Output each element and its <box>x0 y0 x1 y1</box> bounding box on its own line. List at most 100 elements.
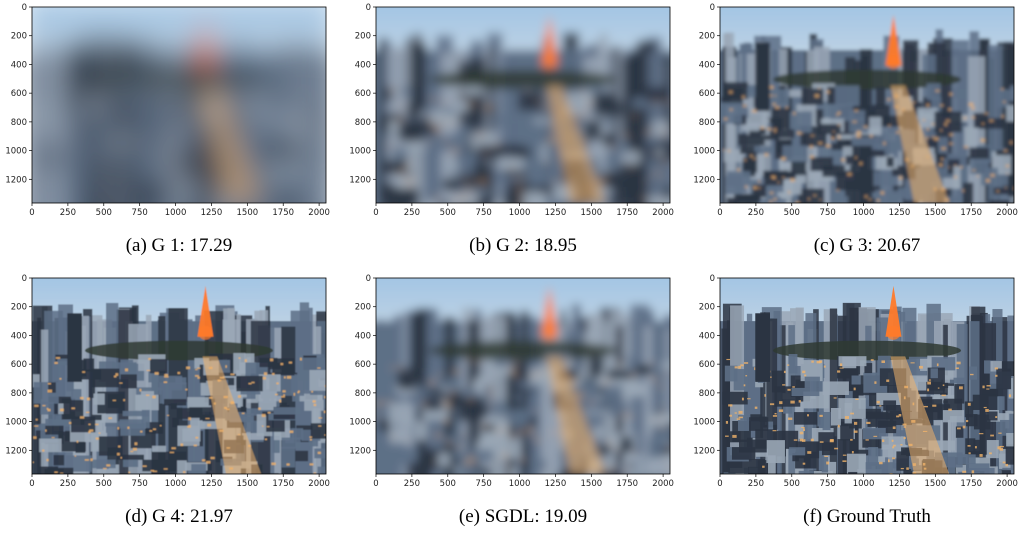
x-tick-label: 500 <box>440 479 456 489</box>
x-tick-label: 0 <box>717 208 722 218</box>
x-tick-label: 0 <box>29 208 34 218</box>
y-tick-label: 200 <box>11 303 27 313</box>
x-tick-label: 750 <box>820 479 836 489</box>
y-tick-label: 600 <box>355 89 371 99</box>
y-tick-label: 1200 <box>5 446 27 456</box>
x-tick-label: 1250 <box>889 479 911 489</box>
y-tick-label: 1200 <box>349 175 371 185</box>
x-tick-label: 250 <box>404 479 420 489</box>
x-tick-label: 1750 <box>616 208 638 218</box>
y-tick-label: 0 <box>710 3 715 13</box>
x-tick-label: 2000 <box>652 479 674 489</box>
x-tick-label: 1750 <box>272 208 294 218</box>
y-tick-label: 200 <box>355 303 371 313</box>
x-tick-label: 750 <box>476 479 492 489</box>
panel-d-caption: (d) G 4: 21.97 <box>125 506 233 527</box>
panel-a-caption: (a) G 1: 17.29 <box>125 235 233 256</box>
y-tick-label: 0 <box>366 274 371 284</box>
x-tick-label: 1000 <box>853 479 875 489</box>
x-tick-label: 1250 <box>201 479 223 489</box>
y-tick-label: 600 <box>699 360 715 370</box>
y-tick-label: 600 <box>11 360 27 370</box>
x-tick-label: 1500 <box>237 208 259 218</box>
y-tick-label: 1000 <box>693 418 715 428</box>
y-tick-label: 800 <box>699 389 715 399</box>
city-image <box>32 278 326 474</box>
x-tick-label: 500 <box>784 479 800 489</box>
x-tick-label: 1500 <box>237 479 259 489</box>
x-tick-label: 750 <box>820 208 836 218</box>
x-tick-label: 500 <box>96 208 112 218</box>
y-tick-label: 1200 <box>693 175 715 185</box>
x-tick-label: 2000 <box>308 479 330 489</box>
y-tick-label: 600 <box>699 89 715 99</box>
y-tick-label: 1000 <box>349 418 371 428</box>
y-tick-label: 1000 <box>693 147 715 157</box>
y-tick-label: 400 <box>11 331 27 341</box>
x-tick-label: 1000 <box>165 479 187 489</box>
x-tick-label: 250 <box>404 208 420 218</box>
city-image <box>720 278 1014 474</box>
y-tick-label: 1000 <box>349 147 371 157</box>
city-image <box>376 278 670 474</box>
x-tick-label: 250 <box>748 479 764 489</box>
panel-f-caption: (f) Ground Truth <box>803 506 931 527</box>
x-tick-label: 0 <box>373 479 378 489</box>
x-tick-label: 750 <box>476 208 492 218</box>
y-tick-label: 400 <box>355 60 371 70</box>
y-tick-label: 200 <box>699 32 715 42</box>
y-tick-label: 800 <box>11 118 27 128</box>
x-tick-label: 2000 <box>308 208 330 218</box>
x-tick-label: 1750 <box>616 479 638 489</box>
x-tick-label: 250 <box>748 208 764 218</box>
x-tick-label: 1500 <box>925 479 947 489</box>
x-tick-label: 1250 <box>545 208 567 218</box>
y-tick-label: 800 <box>11 389 27 399</box>
panel-e-caption: (e) SGDL: 19.09 <box>458 506 588 527</box>
y-tick-label: 1200 <box>693 446 715 456</box>
y-tick-label: 200 <box>11 32 27 42</box>
y-tick-label: 200 <box>355 32 371 42</box>
x-tick-label: 1000 <box>509 208 531 218</box>
y-tick-label: 200 <box>699 303 715 313</box>
y-tick-label: 1200 <box>349 446 371 456</box>
y-tick-label: 0 <box>22 274 27 284</box>
x-tick-label: 1000 <box>509 479 531 489</box>
y-tick-label: 400 <box>355 331 371 341</box>
x-tick-label: 1750 <box>272 479 294 489</box>
x-tick-label: 750 <box>132 479 148 489</box>
y-tick-label: 400 <box>699 331 715 341</box>
y-tick-label: 800 <box>699 118 715 128</box>
x-tick-label: 0 <box>717 479 722 489</box>
y-tick-label: 1000 <box>5 147 27 157</box>
y-tick-label: 1200 <box>5 175 27 185</box>
x-tick-label: 1500 <box>581 208 603 218</box>
x-tick-label: 1250 <box>201 208 223 218</box>
x-tick-label: 1750 <box>960 479 982 489</box>
y-tick-label: 800 <box>355 389 371 399</box>
x-tick-label: 1500 <box>925 208 947 218</box>
x-tick-label: 0 <box>373 208 378 218</box>
x-tick-label: 2000 <box>996 208 1018 218</box>
y-tick-label: 600 <box>355 360 371 370</box>
x-tick-label: 750 <box>132 208 148 218</box>
y-tick-label: 400 <box>11 60 27 70</box>
y-tick-label: 400 <box>699 60 715 70</box>
x-tick-label: 500 <box>440 208 456 218</box>
y-tick-label: 0 <box>710 274 715 284</box>
y-tick-label: 0 <box>366 3 371 13</box>
x-tick-label: 500 <box>96 479 112 489</box>
x-tick-label: 1000 <box>853 208 875 218</box>
x-tick-label: 1250 <box>545 479 567 489</box>
x-tick-label: 1500 <box>581 479 603 489</box>
x-tick-label: 250 <box>60 479 76 489</box>
panel-c-caption: (c) G 3: 20.67 <box>813 235 921 256</box>
y-tick-label: 0 <box>22 3 27 13</box>
y-tick-label: 1000 <box>5 418 27 428</box>
y-tick-label: 600 <box>11 89 27 99</box>
y-tick-label: 800 <box>355 118 371 128</box>
